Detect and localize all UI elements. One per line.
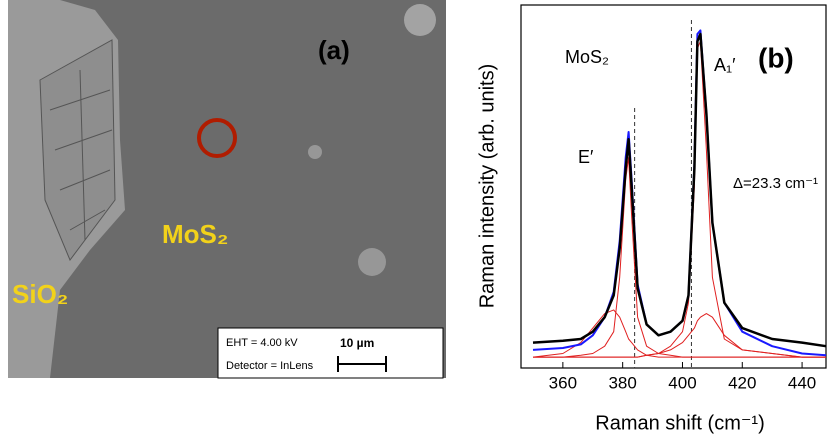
spectrum-line bbox=[533, 313, 826, 358]
x-tick-label: 420 bbox=[728, 373, 756, 392]
substrate-label: SiO₂ bbox=[12, 279, 68, 309]
x-tick-label: 400 bbox=[668, 373, 696, 392]
spectrum-line bbox=[532, 309, 826, 358]
annotation: E′ bbox=[578, 147, 594, 167]
x-tick-label: 380 bbox=[608, 373, 636, 392]
spectrum-line bbox=[532, 29, 827, 357]
annotation: (b) bbox=[758, 42, 794, 73]
y-axis-label: Raman intensity (arb. units) bbox=[476, 64, 498, 309]
panel-label: (a) bbox=[318, 35, 350, 65]
particle bbox=[358, 248, 386, 276]
particle bbox=[404, 4, 436, 36]
spectrum-line bbox=[532, 32, 827, 348]
annotation: A₁′ bbox=[714, 55, 736, 75]
x-tick-label: 440 bbox=[788, 373, 816, 392]
annotation: Δ=23.3 cm⁻¹ bbox=[733, 175, 818, 192]
crack-lines bbox=[49, 69, 113, 241]
particle bbox=[308, 145, 322, 159]
x-axis-label: Raman shift (cm⁻¹) bbox=[595, 412, 764, 434]
detector-text: Detector = InLens bbox=[226, 360, 314, 372]
eht-text: EHT = 4.00 kV bbox=[226, 337, 298, 349]
laser-spot bbox=[197, 118, 237, 158]
sem-image: EHT = 4.00 kV Detector = InLens 10 µm (a… bbox=[8, 0, 446, 379]
scale-text: 10 µm bbox=[340, 336, 374, 350]
x-tick-label: 360 bbox=[549, 373, 577, 392]
material-label: MoS₂ bbox=[162, 219, 228, 249]
plot-frame bbox=[520, 4, 827, 369]
scale-box bbox=[217, 327, 444, 379]
annotation: MoS₂ bbox=[565, 47, 609, 67]
spectrum-line bbox=[533, 40, 826, 358]
